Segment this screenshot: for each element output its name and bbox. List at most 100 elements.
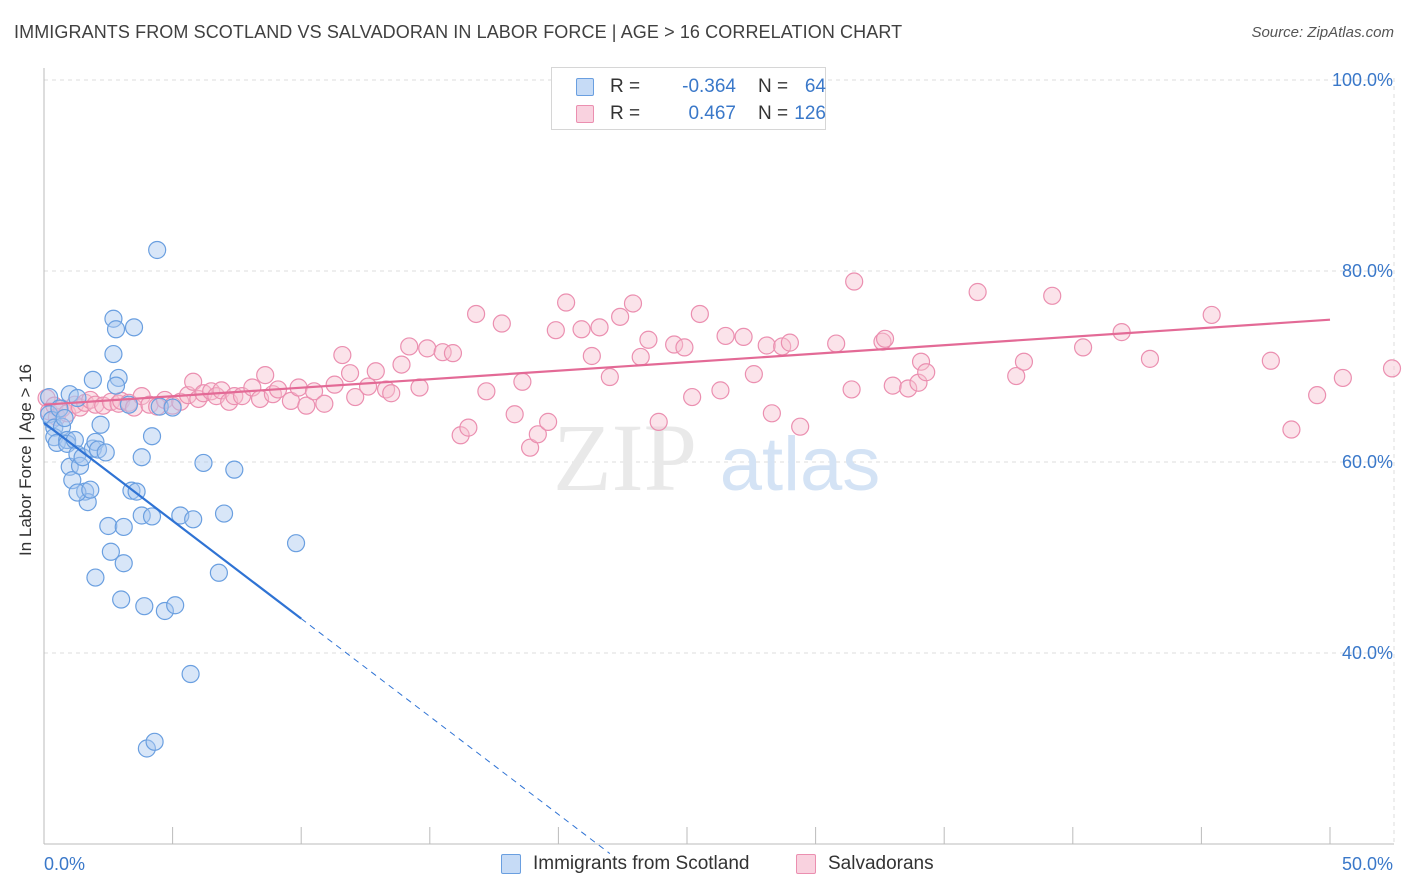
salvadoran-point (466, 304, 486, 324)
salvadoran-point (184, 372, 203, 391)
scotland-point (209, 563, 228, 582)
scotland-point (99, 516, 118, 536)
salvadoran-point (340, 364, 360, 383)
salvadoran-point (477, 382, 496, 401)
salvadoran-point (716, 326, 735, 346)
salvadoran-point (1014, 352, 1034, 371)
legend-label: Salvadorans (828, 853, 934, 874)
salvadoran-point (539, 412, 558, 431)
scotland-point (225, 460, 244, 479)
scotland-point (112, 590, 131, 609)
scotland-point (184, 510, 203, 529)
legend-n-label: N = (758, 76, 789, 97)
y-tick-label: 100.0% (1332, 70, 1393, 90)
scotland-point (124, 318, 144, 337)
salvadoran-point (875, 329, 895, 348)
salvadoran-point (842, 380, 861, 399)
salvadoran-point (521, 438, 540, 457)
salvadoran-point (418, 339, 437, 358)
scotland-point (91, 415, 110, 434)
scotland-point (194, 453, 213, 473)
scotland-point (96, 443, 115, 462)
watermark-zip: ZIP (553, 404, 697, 511)
salvadoran-point (366, 362, 385, 381)
scotland-point (214, 504, 234, 523)
scotland-point (114, 554, 133, 573)
salvadoran-point (451, 426, 470, 445)
salvadoran-point (528, 425, 547, 444)
salvadoran-point (639, 330, 658, 349)
salvadoran-point (297, 396, 316, 415)
salvadoran-trend-line (43, 318, 1331, 406)
legend-swatch-blue (501, 854, 521, 874)
salvadoran-point (623, 294, 643, 313)
legend-r-label: R = (610, 76, 641, 97)
scotland-point (114, 517, 133, 537)
salvadoran-point (546, 321, 565, 340)
salvadoran-point (600, 367, 619, 387)
scotland-point (145, 732, 164, 751)
correlation-legend: R = -0.364 N = 64 R = 0.467 N = 126 (551, 67, 826, 130)
salvadoran-point (883, 376, 902, 395)
scotland-points (40, 240, 306, 758)
scotland-point (163, 398, 182, 417)
salvadoran-point (443, 344, 463, 363)
y-tick-label: 40.0% (1342, 643, 1393, 663)
legend-swatch-pink (576, 105, 594, 123)
salvadoran-point (358, 377, 378, 396)
scotland-point (86, 568, 105, 587)
salvadoran-point (762, 404, 781, 423)
y-tick-label: 80.0% (1342, 261, 1393, 281)
salvadoran-point (845, 272, 864, 291)
salvadoran-point (315, 394, 334, 413)
salvadoran-point (827, 334, 846, 353)
legend-n-value: 64 (804, 76, 826, 97)
tick-labels: 40.0% 60.0% 80.0% 100.0% 0.0% 50.0% (44, 70, 1393, 874)
legend-n-label: N = (758, 103, 789, 124)
legend-r-label: R = (610, 103, 641, 124)
salvadoran-point (917, 363, 936, 382)
salvadoran-point (400, 337, 419, 356)
legend-r-value: -0.364 (682, 76, 736, 97)
salvadoran-point (346, 387, 365, 407)
scotland-point (104, 309, 123, 328)
y-tick-label: 60.0% (1342, 452, 1393, 472)
salvadoran-point (675, 338, 694, 357)
salvadoran-point (968, 282, 987, 302)
salvadoran-point (690, 304, 709, 324)
salvadoran-point (513, 372, 532, 391)
salvadoran-point (744, 365, 763, 384)
x-tick-label: 0.0% (44, 854, 85, 874)
scotland-trend-extension (300, 618, 611, 854)
salvadoran-point (557, 293, 576, 312)
legend-swatch-blue (576, 78, 594, 96)
salvadoran-point (582, 346, 601, 366)
scotland-point (286, 534, 306, 553)
scotland-point (83, 370, 102, 389)
salvadoran-point (1043, 286, 1062, 305)
x-tick-label: 50.0% (1342, 854, 1393, 874)
salvadorans-points (37, 272, 1402, 457)
legend-n-value: 126 (794, 103, 826, 124)
source-credit: Source: ZipAtlas.com (1251, 24, 1394, 41)
salvadoran-point (590, 318, 609, 337)
salvadoran-point (333, 345, 352, 365)
salvadoran-point (410, 378, 429, 397)
salvadoran-point (1140, 349, 1160, 368)
salvadoran-point (791, 417, 810, 436)
scotland-point (101, 542, 120, 561)
salvadoran-point (665, 335, 684, 354)
salvadoran-point (1261, 351, 1280, 370)
scotland-point (148, 240, 167, 260)
salvadoran-point (683, 387, 702, 407)
scotland-trend-line (43, 421, 302, 620)
scotland-point (106, 376, 126, 395)
scotland-point (155, 601, 174, 621)
scotland-point (135, 597, 154, 616)
salvadoran-point (459, 418, 478, 437)
salvadoran-point (382, 384, 401, 403)
salvadoran-point (711, 381, 730, 400)
salvadoran-point (1073, 338, 1093, 357)
salvadoran-point (1202, 305, 1221, 325)
